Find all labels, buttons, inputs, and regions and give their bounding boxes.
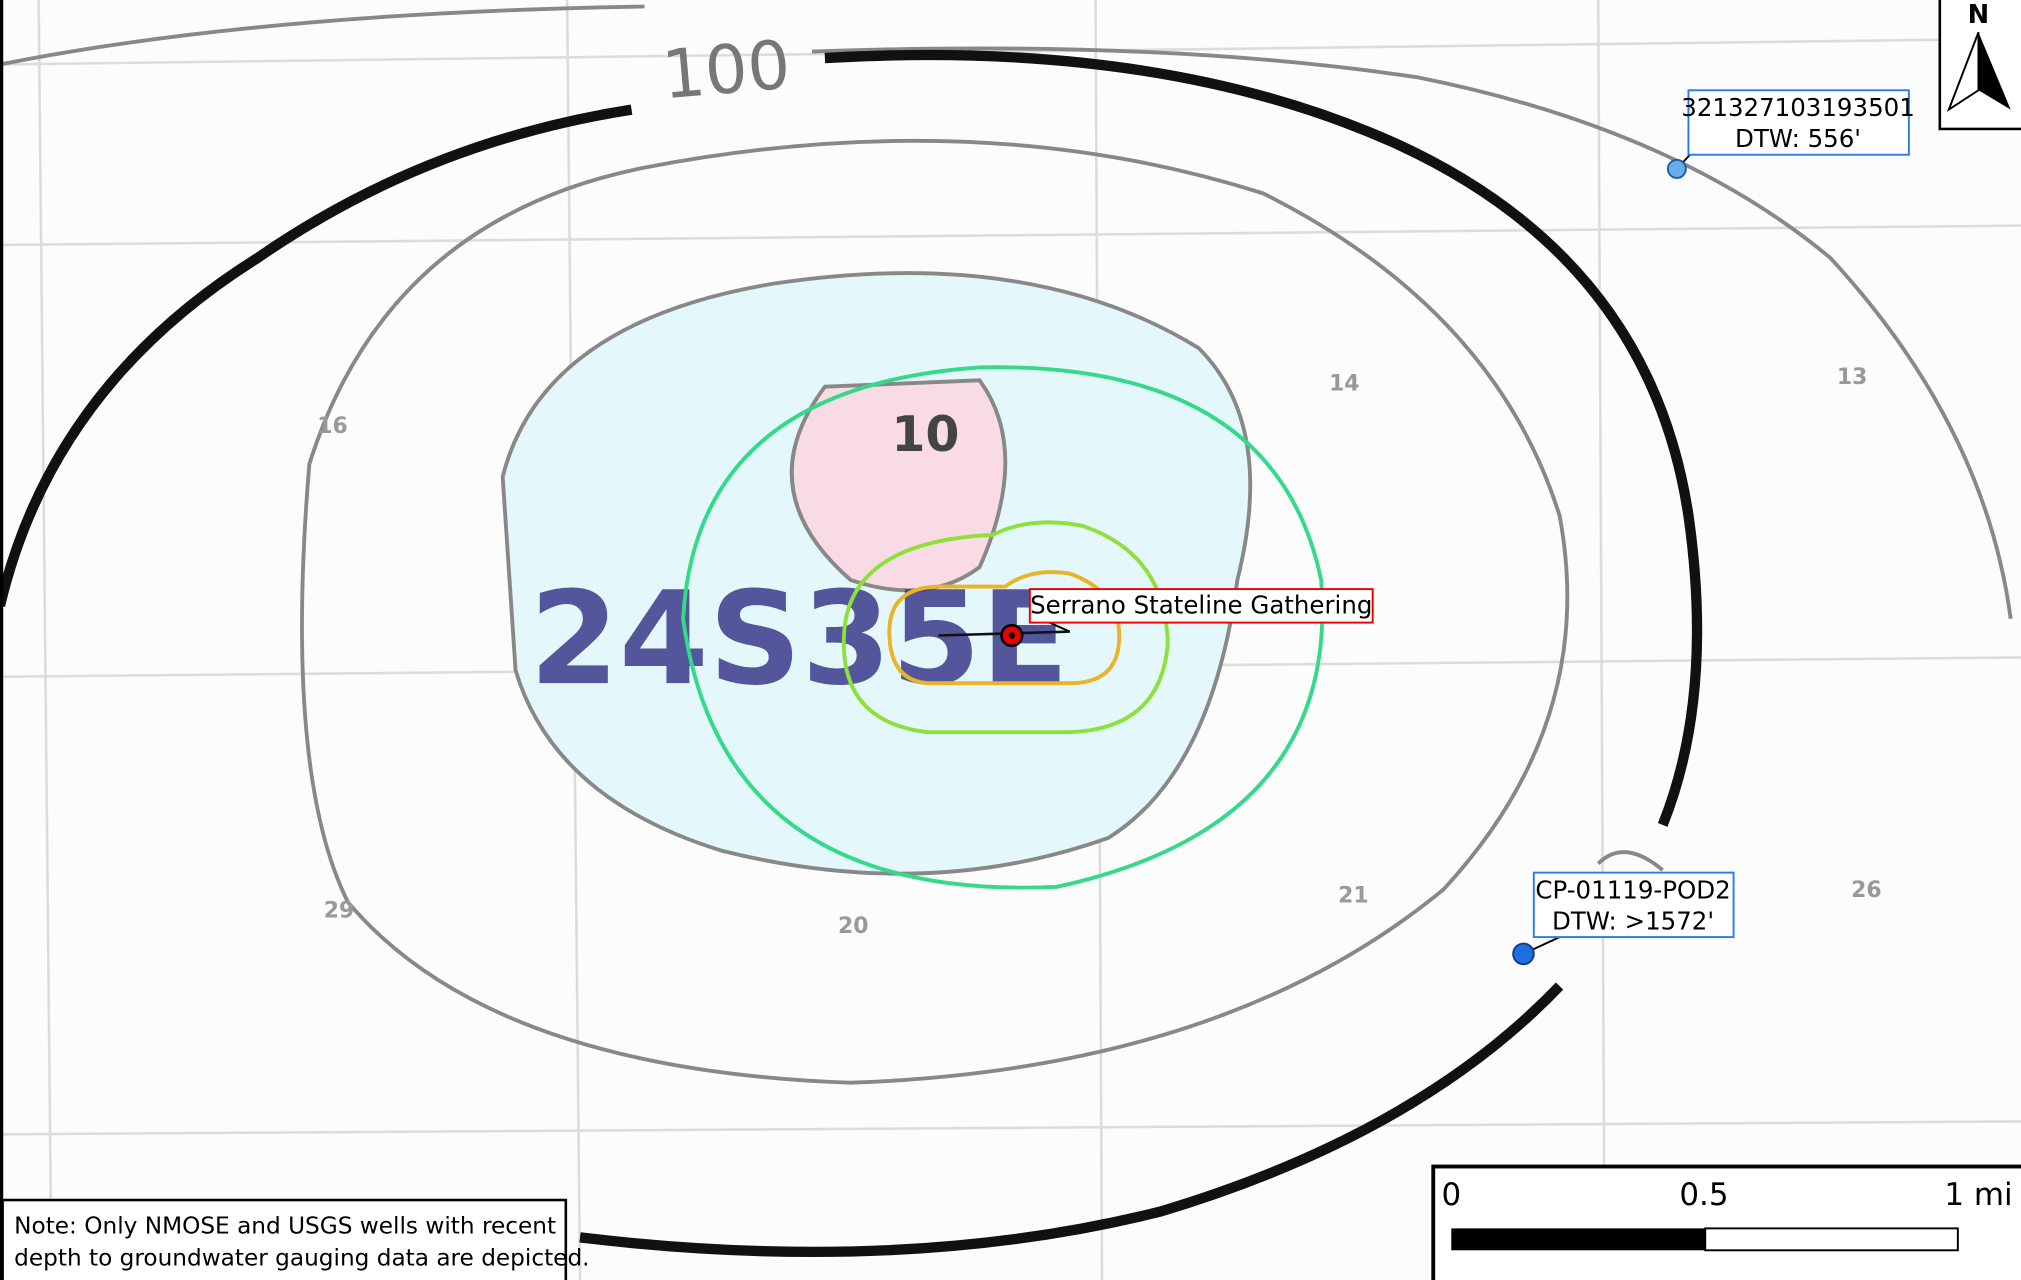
- contour-label: 100: [659, 26, 793, 115]
- section-label: 29: [324, 899, 355, 924]
- section-label: 13: [1837, 365, 1868, 390]
- contour-label: 10: [891, 406, 959, 463]
- well-marker: [1513, 944, 1534, 965]
- page: {"map": { "contour_labels": ["100", "10"…: [0, 0, 2021, 1280]
- section-label: 21: [1338, 883, 1369, 908]
- well-id: 321327103193501: [1681, 93, 1915, 122]
- well-marker: [1668, 160, 1686, 178]
- section-label: 26: [1851, 878, 1882, 903]
- scale-label: 0.5: [1679, 1177, 1728, 1213]
- scale-label: 1 mi: [1944, 1177, 2012, 1213]
- well-dtw: DTW: >1572': [1552, 906, 1714, 935]
- section-label: 20: [838, 914, 869, 939]
- well-id: CP-01119-POD2: [1535, 875, 1730, 904]
- note-text: depth to groundwater gauging data are de…: [14, 1245, 589, 1272]
- scale-label: 0: [1441, 1177, 1461, 1213]
- well-dtw: DTW: 556': [1735, 124, 1861, 153]
- site-label: Serrano Stateline Gathering: [1030, 591, 1372, 620]
- map: 100 10 24S35E 16 14 13 29 20 21 26 Serra…: [0, 0, 2021, 1280]
- note-text: Note: Only NMOSE and USGS wells with rec…: [14, 1213, 556, 1240]
- north-label: N: [1968, 0, 1990, 30]
- scale-bar-segment: [1705, 1228, 1958, 1250]
- section-label: 16: [317, 414, 348, 439]
- scale-bar-segment: [1451, 1228, 1705, 1250]
- site-marker-center: [1009, 632, 1015, 638]
- section-label: 14: [1329, 372, 1360, 397]
